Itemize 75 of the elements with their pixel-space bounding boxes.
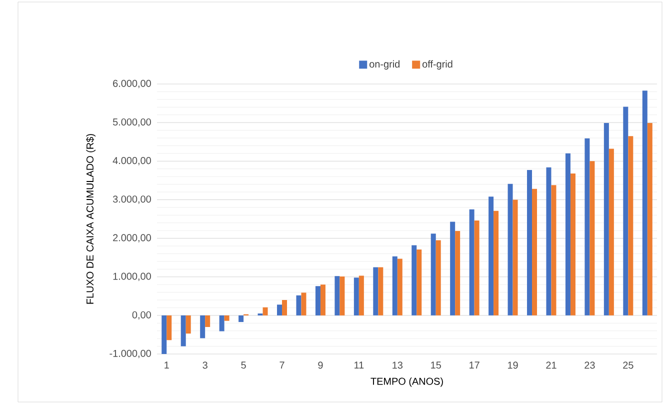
y-tick-label: 3.000,00 <box>112 196 151 204</box>
bar <box>494 210 499 316</box>
bar <box>358 276 364 316</box>
x-tick-label: 15 <box>431 362 441 369</box>
legend-label: on-grid <box>370 60 400 70</box>
bar <box>200 315 206 338</box>
bar <box>162 315 167 354</box>
bar <box>378 267 384 316</box>
bar <box>219 315 224 332</box>
bar <box>527 170 532 316</box>
bar <box>296 295 302 316</box>
x-tick-label: 5 <box>241 362 246 369</box>
bar <box>590 161 595 316</box>
bar <box>455 230 460 316</box>
bar <box>604 122 609 316</box>
bar <box>642 90 648 316</box>
y-axis-title: FLUXO DE CAIXA ACUMULADO (R$) <box>86 134 96 304</box>
bar <box>354 278 359 316</box>
bar <box>392 256 398 316</box>
bar <box>301 292 306 316</box>
bar <box>488 196 494 316</box>
y-tick-label: 2.000,00 <box>113 234 151 242</box>
bar <box>205 315 210 327</box>
bar <box>512 200 518 316</box>
x-tick-label: 1 <box>164 362 169 368</box>
bar <box>430 234 436 316</box>
y-tick-label: -1.000,00 <box>110 350 151 358</box>
bar <box>224 315 230 321</box>
bar <box>262 307 268 316</box>
bar <box>551 185 556 316</box>
bar <box>628 136 634 316</box>
bar <box>315 286 320 316</box>
x-tick-label: 21 <box>546 362 556 369</box>
bar <box>565 153 570 316</box>
bar <box>334 276 340 316</box>
bar <box>186 315 191 334</box>
x-tick-label: 19 <box>508 362 518 369</box>
bar <box>450 222 456 316</box>
x-tick-label: 25 <box>623 362 634 369</box>
bar <box>282 300 288 316</box>
bar <box>623 106 628 316</box>
bar <box>469 209 474 316</box>
y-tick-label: 5.000,00 <box>112 118 151 127</box>
legend-label: off-grid <box>422 60 452 70</box>
bar <box>416 249 422 316</box>
x-tick-label: 13 <box>392 362 402 369</box>
x-tick-label: 9 <box>318 362 323 369</box>
bar <box>474 220 480 316</box>
bar <box>238 315 244 322</box>
y-tick-label: 1.000,00 <box>113 272 151 281</box>
bar <box>570 173 576 316</box>
bar <box>608 148 614 316</box>
y-tick-label: 4.000,00 <box>112 157 151 166</box>
bar <box>546 167 552 316</box>
bar <box>397 258 402 316</box>
bar <box>584 138 590 316</box>
bar <box>320 284 326 316</box>
y-tick-label: 6.000,00 <box>113 80 151 88</box>
bar <box>340 276 345 316</box>
x-tick-label: 23 <box>584 362 595 369</box>
bar <box>532 188 538 316</box>
x-tick-label: 7 <box>280 362 284 368</box>
y-tick-label: 0,00 <box>132 311 151 320</box>
bar <box>373 267 378 316</box>
bar <box>166 315 172 340</box>
x-tick-label: 11 <box>354 362 364 368</box>
bar <box>647 122 652 316</box>
x-tick-label: 17 <box>470 362 480 368</box>
x-tick-label: 3 <box>202 362 208 369</box>
x-axis-title: TEMPO (ANOS) <box>370 378 443 387</box>
bar <box>412 245 417 316</box>
bar <box>508 184 513 316</box>
bar <box>436 240 441 316</box>
bar <box>277 304 282 316</box>
bar <box>180 315 186 346</box>
